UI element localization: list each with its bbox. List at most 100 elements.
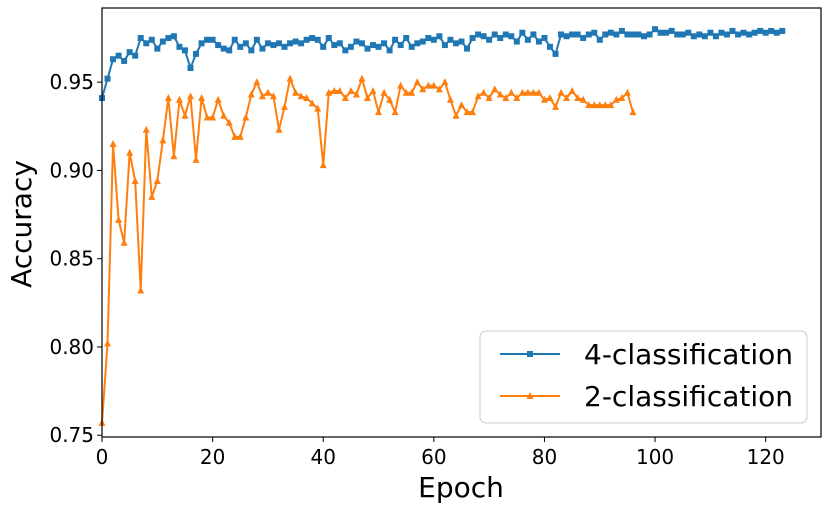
axes-layer: 0 20 40 60 80 100 120 0.75 0.80 0.85 0.90 0.95	[49, 7, 822, 469]
data-point-4-classification	[779, 27, 786, 34]
x-axis-title: Epoch	[418, 471, 504, 504]
data-point-4-classification	[613, 31, 620, 38]
data-point-2-classification	[480, 88, 488, 96]
data-point-2-classification	[574, 94, 582, 102]
data-point-4-classification	[110, 56, 117, 63]
data-point-4-classification	[696, 31, 703, 38]
data-point-4-classification	[596, 36, 603, 43]
data-point-2-classification	[546, 94, 554, 102]
data-point-2-classification	[258, 92, 266, 100]
data-point-4-classification	[735, 31, 742, 38]
data-point-4-classification	[170, 33, 177, 40]
data-point-4-classification	[154, 45, 161, 52]
data-point-2-classification	[209, 113, 217, 121]
series-2-classification	[98, 74, 637, 426]
data-point-4-classification	[569, 31, 576, 38]
data-point-4-classification	[237, 43, 244, 50]
data-point-4-classification	[303, 36, 310, 43]
data-point-4-classification	[497, 35, 504, 42]
data-point-4-classification	[132, 52, 139, 59]
plot-frame	[101, 7, 822, 438]
data-point-4-classification	[370, 42, 377, 49]
x-tick-label: 60	[421, 445, 446, 469]
data-point-4-classification	[746, 31, 753, 38]
data-point-2-classification	[142, 125, 150, 133]
data-point-4-classification	[563, 33, 570, 40]
data-point-4-classification	[707, 29, 714, 36]
data-point-2-classification	[557, 88, 565, 96]
data-point-2-classification	[535, 88, 543, 96]
x-tick-label: 100	[636, 445, 674, 469]
data-point-4-classification	[392, 36, 399, 43]
data-point-4-classification	[403, 35, 410, 42]
data-point-4-classification	[740, 29, 747, 36]
data-point-2-classification	[181, 111, 189, 119]
data-point-4-classification	[386, 47, 393, 54]
data-point-4-classification	[480, 33, 487, 40]
data-point-4-classification	[159, 38, 166, 45]
data-point-2-classification	[369, 86, 377, 94]
data-point-2-classification	[612, 95, 620, 103]
data-point-2-classification	[308, 99, 316, 107]
data-point-4-classification	[712, 33, 719, 40]
data-point-4-classification	[574, 31, 581, 38]
data-point-2-classification	[552, 102, 560, 110]
data-point-4-classification	[652, 26, 659, 33]
data-point-4-classification	[248, 47, 255, 54]
data-point-4-classification	[347, 43, 354, 50]
data-point-2-classification	[524, 88, 532, 96]
data-point-2-classification	[247, 90, 255, 98]
data-point-4-classification	[414, 40, 421, 47]
data-point-2-classification	[375, 108, 383, 116]
data-point-4-classification	[502, 31, 509, 38]
data-point-4-classification	[220, 45, 227, 52]
data-point-2-classification	[148, 192, 156, 200]
data-point-2-classification	[491, 85, 499, 93]
data-point-4-classification	[231, 36, 238, 43]
data-point-2-classification	[518, 88, 526, 96]
data-point-4-classification	[757, 27, 764, 34]
data-point-2-classification	[115, 215, 123, 223]
data-point-2-classification	[264, 88, 272, 96]
data-point-4-classification	[209, 36, 216, 43]
data-point-2-classification	[424, 81, 432, 89]
y-tick-label: 0.80	[49, 335, 94, 359]
data-point-4-classification	[104, 75, 111, 82]
data-point-2-classification	[175, 95, 183, 103]
data-point-2-classification	[242, 113, 250, 121]
data-point-2-classification	[502, 94, 510, 102]
data-point-4-classification	[287, 40, 294, 47]
data-point-2-classification	[164, 94, 172, 102]
data-point-4-classification	[353, 38, 360, 45]
data-point-2-classification	[513, 94, 521, 102]
x-tick-label: 120	[747, 445, 785, 469]
data-point-2-classification	[253, 78, 261, 86]
data-point-2-classification	[314, 104, 322, 112]
data-point-4-classification	[309, 35, 316, 42]
data-point-2-classification	[435, 85, 443, 93]
data-point-2-classification	[109, 139, 117, 147]
x-tick-label: 80	[532, 445, 557, 469]
data-point-2-classification	[126, 148, 134, 156]
data-point-4-classification	[226, 47, 233, 54]
data-point-2-classification	[402, 88, 410, 96]
data-point-2-classification	[607, 101, 615, 109]
data-point-4-classification	[464, 45, 471, 52]
data-point-2-classification	[159, 136, 167, 144]
data-point-4-classification	[137, 35, 144, 42]
data-point-2-classification	[458, 101, 465, 109]
data-point-2-classification	[236, 132, 244, 140]
data-point-2-classification	[485, 94, 493, 102]
data-point-4-classification	[281, 43, 288, 50]
data-point-4-classification	[546, 43, 553, 50]
data-point-2-classification	[153, 177, 161, 185]
data-point-2-classification	[341, 94, 349, 102]
data-point-4-classification	[486, 36, 493, 43]
legend-label-2-classification: 2-classification	[584, 380, 793, 413]
data-point-4-classification	[773, 29, 780, 36]
data-point-2-classification	[419, 85, 427, 93]
legend-marker-2-classification	[526, 392, 534, 399]
data-point-2-classification	[563, 94, 571, 102]
y-axis-title: Accuracy	[5, 160, 38, 288]
data-point-2-classification	[529, 88, 537, 96]
